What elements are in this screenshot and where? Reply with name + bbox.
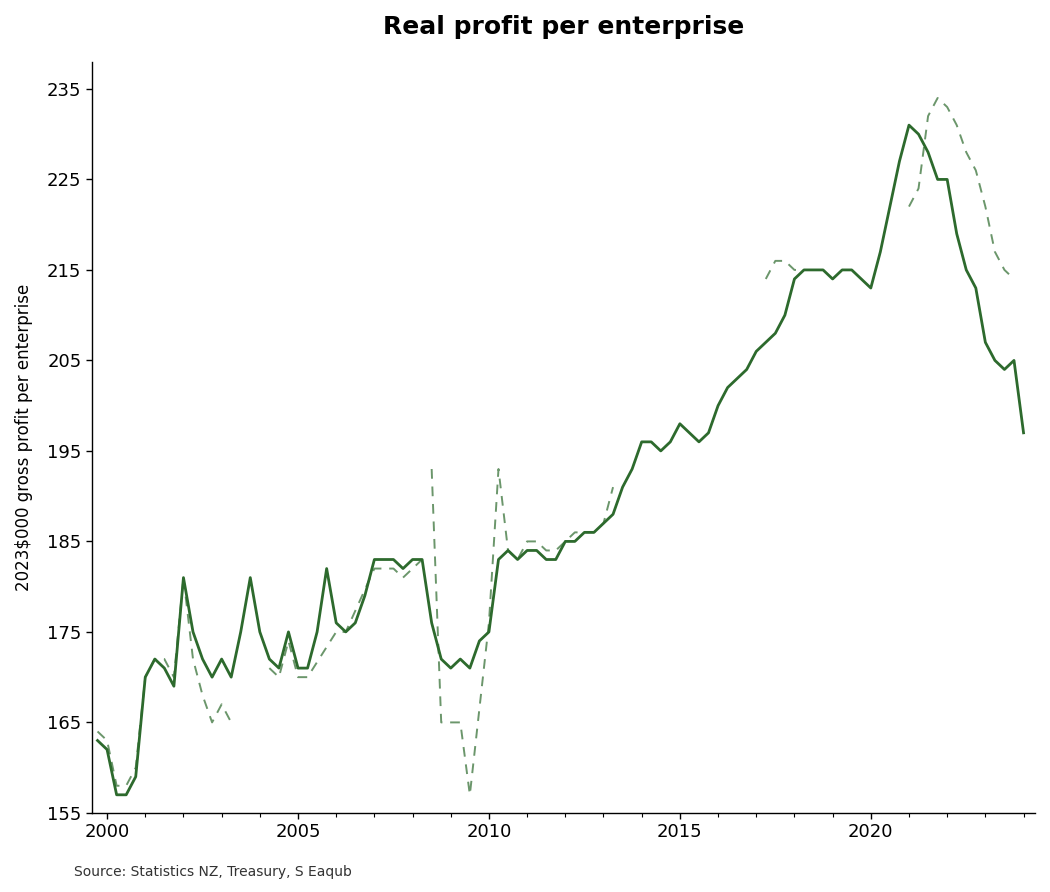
Y-axis label: 2023$000 gross profit per enterprise: 2023$000 gross profit per enterprise — [15, 284, 33, 591]
Title: Real profit per enterprise: Real profit per enterprise — [383, 15, 744, 39]
Text: Source: Statistics NZ, Treasury, S Eaqub: Source: Statistics NZ, Treasury, S Eaqub — [74, 864, 352, 879]
